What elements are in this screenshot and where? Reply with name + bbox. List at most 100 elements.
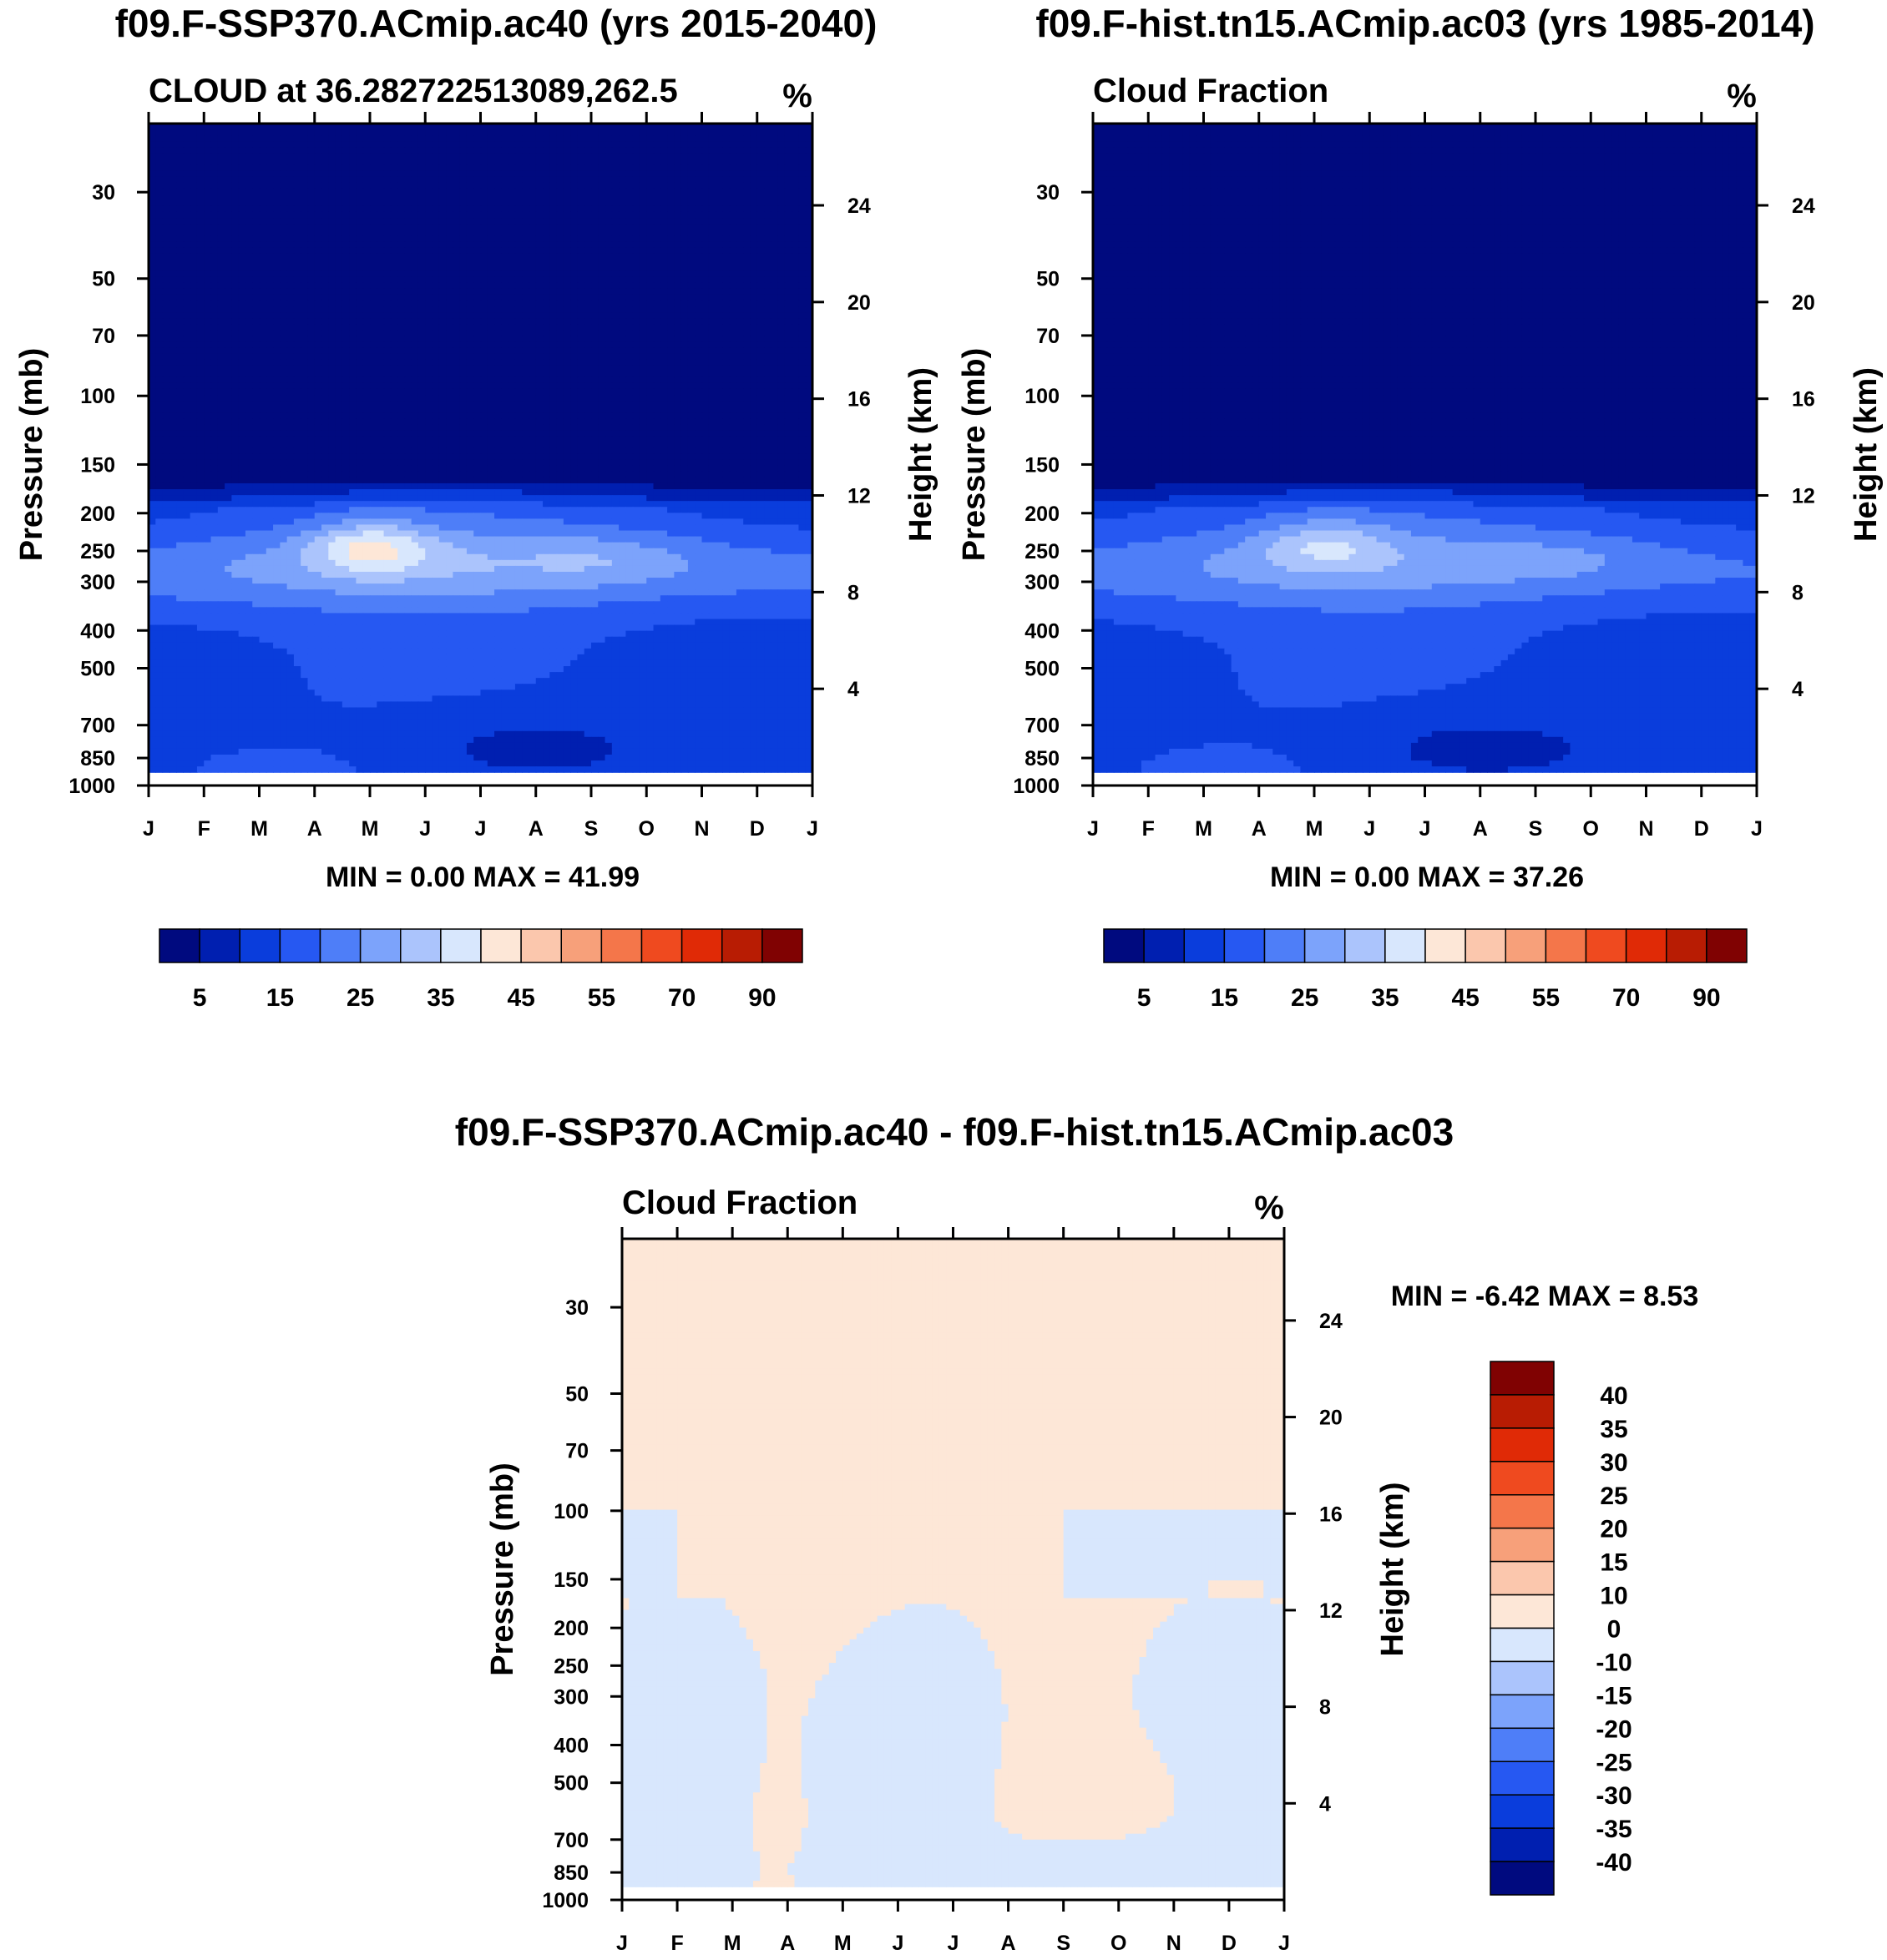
- contour-cell: [196, 276, 205, 284]
- contour-cell: [750, 276, 758, 284]
- contour-cell: [494, 218, 502, 225]
- contour-cell: [273, 347, 281, 355]
- contour-cell: [217, 336, 225, 343]
- contour-cell: [729, 376, 737, 384]
- contour-cell: [149, 330, 156, 336]
- contour-cell: [570, 418, 579, 425]
- contour-cell: [771, 182, 779, 189]
- contour-cell: [722, 276, 731, 284]
- contour-cell: [771, 300, 779, 307]
- contour-cell: [155, 312, 164, 319]
- contour-cell: [314, 270, 322, 278]
- contour-cell: [549, 376, 558, 384]
- contour-cell: [259, 200, 267, 207]
- contour-cell: [695, 288, 703, 296]
- contour-cell: [453, 129, 461, 136]
- contour-cell: [390, 424, 398, 432]
- contour-cell: [798, 395, 807, 402]
- contour-cell: [225, 188, 232, 195]
- contour-cell: [321, 218, 329, 225]
- contour-cell: [473, 376, 482, 384]
- contour-cell: [280, 401, 288, 407]
- contour-cell: [307, 318, 316, 325]
- contour-cell: [321, 194, 329, 201]
- contour-cell: [341, 253, 350, 260]
- contour-cell: [446, 365, 453, 372]
- contour-cell: [508, 276, 516, 284]
- contour-cell: [722, 353, 731, 361]
- contour-cell: [611, 230, 620, 236]
- contour-cell: [196, 336, 205, 343]
- contour-cell: [286, 424, 295, 432]
- contour-cell: [377, 341, 385, 349]
- contour-cell: [695, 259, 703, 266]
- contour-cell: [314, 412, 322, 419]
- contour-cell: [210, 159, 219, 166]
- contour-cell: [674, 230, 682, 236]
- contour-cell: [577, 188, 585, 195]
- contour-cell: [176, 376, 185, 384]
- contour-cell: [680, 141, 689, 148]
- contour-cell: [446, 135, 453, 142]
- contour-cell: [798, 170, 807, 178]
- contour-cell: [280, 376, 288, 384]
- contour-cell: [176, 224, 185, 230]
- contour-cell: [155, 205, 164, 213]
- contour-cell: [701, 211, 710, 219]
- contour-cell: [286, 235, 295, 242]
- contour-cell: [335, 318, 343, 325]
- contour-cell: [404, 388, 412, 396]
- contour-cell: [736, 188, 744, 195]
- contour-cell: [543, 388, 550, 396]
- contour-cell: [273, 424, 281, 432]
- contour-cell: [301, 395, 309, 402]
- contour-cell: [722, 382, 731, 390]
- contour-cell: [273, 341, 281, 349]
- contour-cell: [473, 218, 482, 225]
- contour-cell: [743, 265, 751, 272]
- contour-cell: [231, 211, 240, 219]
- contour-cell: [605, 247, 613, 255]
- contour-cell: [280, 282, 288, 290]
- contour-cell: [314, 176, 322, 184]
- contour-cell: [259, 253, 267, 260]
- contour-cell: [176, 388, 185, 396]
- contour-cell: [577, 135, 585, 142]
- contour-cell: [425, 276, 433, 284]
- contour-cell: [701, 276, 710, 284]
- contour-cell: [777, 200, 786, 207]
- contour-cell: [356, 371, 364, 378]
- contour-cell: [362, 418, 371, 425]
- contour-cell: [639, 124, 647, 130]
- contour-cell: [286, 147, 295, 154]
- contour-cell: [750, 288, 758, 296]
- contour-cell: [556, 359, 564, 366]
- contour-cell: [777, 347, 786, 355]
- contour-cell: [473, 205, 482, 213]
- contour-cell: [687, 182, 696, 189]
- contour-cell: [660, 170, 668, 178]
- contour-cell: [563, 188, 571, 195]
- contour-cell: [425, 230, 433, 236]
- contour-cell: [397, 182, 406, 189]
- contour-cell: [459, 205, 468, 213]
- contour-cell: [577, 241, 585, 248]
- contour-cell: [231, 241, 240, 248]
- contour-cell: [598, 247, 606, 255]
- contour-cell: [563, 129, 571, 136]
- contour-cell: [701, 230, 710, 236]
- contour-cell: [632, 359, 640, 366]
- contour-cell: [570, 188, 579, 195]
- contour-cell: [149, 153, 156, 159]
- contour-cell: [667, 347, 675, 355]
- contour-cell: [155, 306, 164, 313]
- contour-cell: [798, 188, 807, 195]
- contour-cell: [356, 312, 364, 319]
- contour-cell: [619, 164, 627, 172]
- contour-cell: [805, 395, 813, 402]
- contour-cell: [522, 188, 530, 195]
- contour-cell: [625, 324, 634, 331]
- contour-cell: [480, 418, 488, 425]
- contour-cell: [383, 129, 392, 136]
- contour-cell: [646, 147, 655, 154]
